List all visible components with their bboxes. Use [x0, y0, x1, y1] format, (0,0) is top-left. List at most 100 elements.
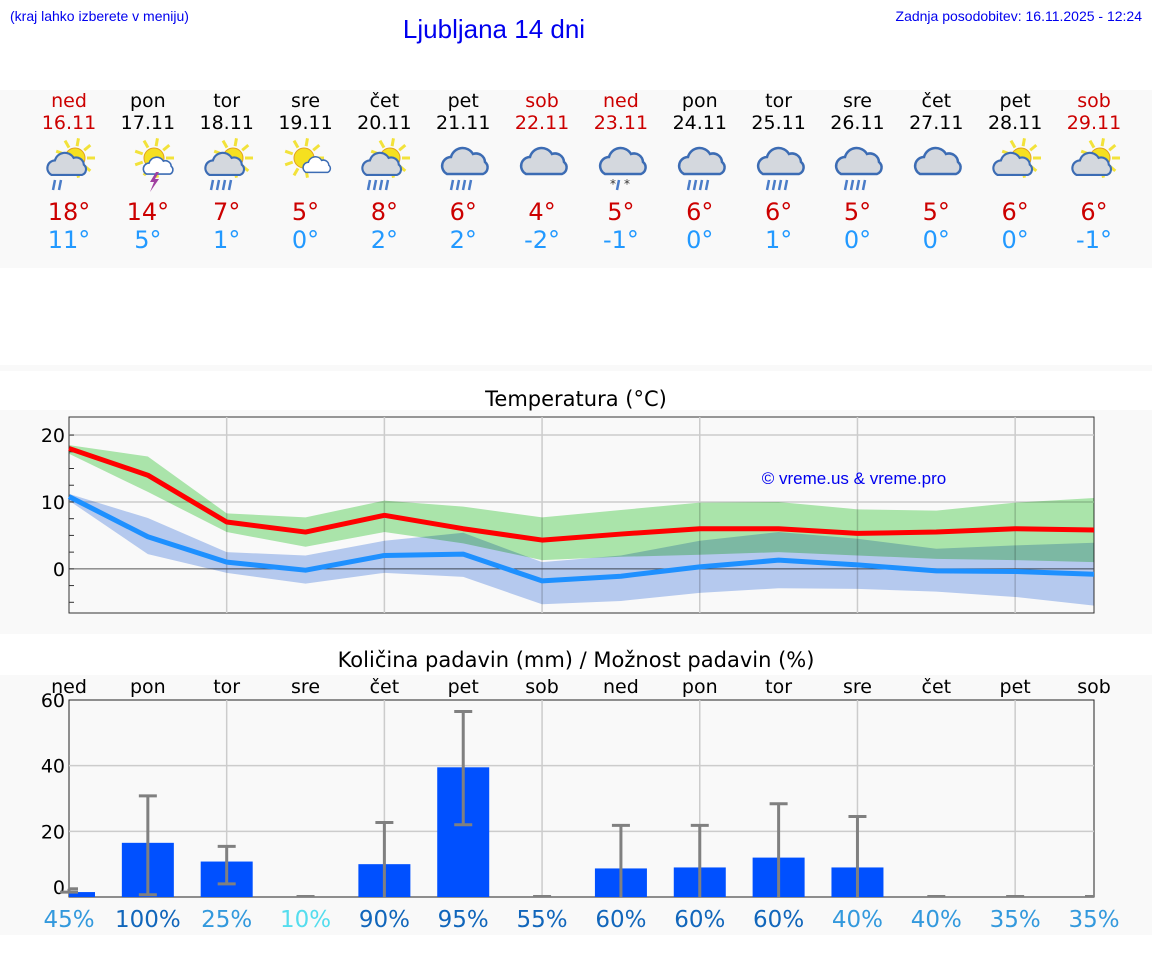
- precipitation-chart: 0204060ned45%pon100%tor25%sre10%čet90%pe…: [41, 676, 1120, 933]
- day-name: čet: [369, 90, 400, 112]
- y-tick-label: 20: [41, 821, 65, 843]
- temperature-chart-title: Temperatura (°C): [485, 387, 667, 411]
- sun-small-cloud-icon: [267, 134, 345, 198]
- day-date: 18.11: [199, 112, 254, 134]
- temp-min: 0°: [291, 226, 320, 254]
- temp-max: 5°: [922, 198, 950, 226]
- day-name: sre: [291, 90, 321, 112]
- forecast-day: tor 25.11 6° 1°: [740, 90, 818, 254]
- forecast-day: pon 24.11 6° 0°: [661, 90, 739, 254]
- temp-max: 6°: [764, 198, 793, 226]
- temp-min: 0°: [843, 226, 872, 254]
- x-category-label: čet: [922, 676, 952, 698]
- sun-cloud-thunder-icon: [109, 134, 187, 198]
- forecast-day: čet 20.11 8° 2°: [345, 90, 423, 254]
- x-category-label: sob: [525, 676, 559, 698]
- temp-min: 0°: [922, 226, 950, 254]
- sun-cloud-heavy-rain-icon: [345, 134, 423, 198]
- y-tick-label: 40: [41, 756, 65, 778]
- forecast-day: pet 28.11 6° 0°: [976, 90, 1054, 254]
- day-name: tor: [213, 90, 241, 112]
- forecast-day: čet 27.11 5° 0°: [897, 90, 975, 254]
- temp-max: 5°: [607, 198, 635, 226]
- temp-min: 0°: [1001, 226, 1029, 254]
- temp-min: -2°: [524, 226, 561, 254]
- precip-probability: 10%: [280, 907, 331, 933]
- cloud-icon: [503, 134, 581, 198]
- x-category-label: čet: [370, 676, 400, 698]
- cloud-sleet-icon: * *: [582, 134, 660, 198]
- precip-probability: 90%: [359, 907, 410, 933]
- y-tick-label: 0: [53, 559, 65, 581]
- sun-cloud-heavy-rain-icon: [188, 134, 266, 198]
- forecast-day: ned 16.11 18° 11°: [30, 90, 108, 254]
- x-category-label: pon: [130, 676, 166, 698]
- day-name: ned: [603, 90, 639, 112]
- svg-text:*: *: [624, 177, 630, 191]
- x-category-label: sre: [843, 676, 872, 698]
- day-date: 27.11: [909, 112, 964, 134]
- day-name: sob: [525, 90, 559, 112]
- x-category-label: tor: [765, 676, 792, 698]
- temp-max: 5°: [291, 198, 320, 226]
- x-category-label: pon: [682, 676, 718, 698]
- temp-max: 7°: [213, 198, 241, 226]
- precip-probability: 35%: [1068, 907, 1119, 933]
- day-date: 26.11: [830, 112, 885, 134]
- forecast-day: pon 17.11 14° 5°: [109, 90, 187, 254]
- day-date: 24.11: [672, 112, 727, 134]
- max-temp-line: [68, 446, 1095, 543]
- day-date: 21.11: [436, 112, 491, 134]
- day-name: sob: [1077, 90, 1111, 112]
- temp-max: 14°: [126, 198, 170, 226]
- temp-min: -1°: [602, 226, 639, 254]
- precip-probability: 60%: [674, 907, 725, 933]
- last-updated: Zadnja posodobitev: 16.11.2025 - 12:24: [895, 8, 1142, 24]
- precip-probability: 60%: [595, 907, 646, 933]
- temp-min: 11°: [47, 226, 91, 254]
- temp-min: 1°: [213, 226, 241, 254]
- precip-probability: 100%: [115, 907, 181, 933]
- forecast-day: pet 21.11 6° 2°: [424, 90, 502, 254]
- cloud-rain-icon: [424, 134, 502, 198]
- precip-probability: 40%: [911, 907, 962, 933]
- x-category-label: pet: [1000, 676, 1031, 698]
- day-name: čet: [921, 90, 952, 112]
- cloud-rain-icon: [661, 134, 739, 198]
- precip-probability: 55%: [517, 907, 568, 933]
- day-date: 19.11: [278, 112, 333, 134]
- forecast-day: sre 26.11 5° 0°: [818, 90, 896, 254]
- temp-min: -1°: [1076, 226, 1112, 254]
- x-category-label: ned: [51, 676, 87, 698]
- day-name: pet: [999, 90, 1031, 112]
- temp-max: 6°: [686, 198, 714, 226]
- day-date: 29.11: [1066, 112, 1122, 134]
- location-hint: (kraj lahko izberete v meniju): [10, 8, 189, 24]
- forecast-day: tor 18.11 7° 1°: [188, 90, 266, 254]
- precip-probability: 95%: [438, 907, 489, 933]
- temp-min: 2°: [370, 226, 399, 254]
- sun-cloud-rain-icon: [30, 134, 108, 198]
- precip-probability: 25%: [201, 907, 252, 933]
- x-category-label: sob: [1077, 676, 1111, 698]
- temp-max: 8°: [370, 198, 399, 226]
- temp-min: 0°: [686, 226, 714, 254]
- day-date: 28.11: [987, 112, 1043, 134]
- temp-min: 2°: [449, 226, 477, 254]
- temp-max: 6°: [1080, 198, 1108, 226]
- y-tick-label: 0: [53, 877, 65, 899]
- temp-max: 4°: [528, 198, 556, 226]
- temp-max: 5°: [843, 198, 872, 226]
- day-date: 16.11: [41, 112, 97, 134]
- svg-text:*: *: [610, 177, 616, 191]
- temp-max: 6°: [449, 198, 477, 226]
- divider: [0, 365, 1152, 371]
- precip-probability: 35%: [990, 907, 1041, 933]
- day-name: pon: [129, 90, 166, 112]
- precip-probability: 40%: [832, 907, 883, 933]
- forecast-day: sre 19.11 5° 0°: [267, 90, 345, 254]
- precip-probability: 45%: [43, 907, 94, 933]
- temp-min: 5°: [134, 226, 162, 254]
- forecast-day: ned 23.11 * * 5° -1°: [582, 90, 660, 254]
- day-date: 17.11: [120, 112, 176, 134]
